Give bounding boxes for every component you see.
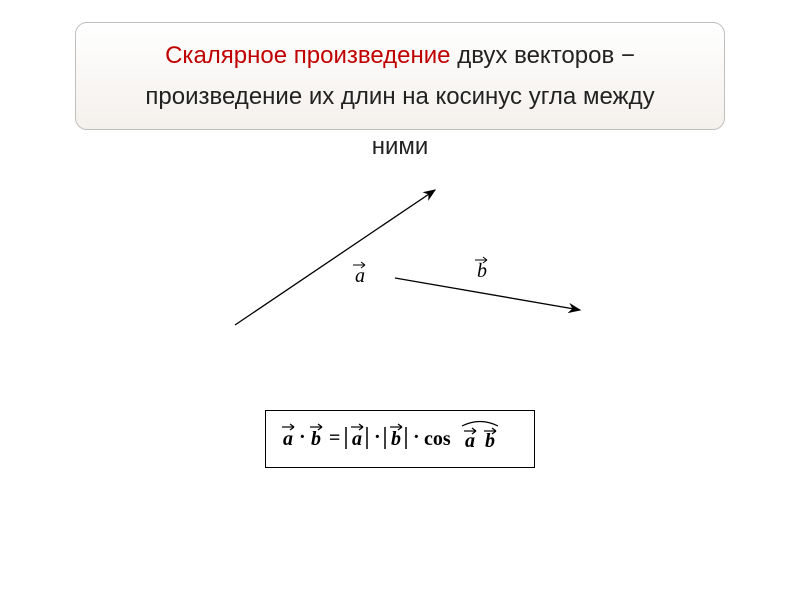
svg-text:b: b	[311, 428, 321, 450]
definition-term: Скалярное произведение	[165, 42, 450, 69]
definition-overflow: ними	[0, 133, 800, 161]
definition-line2: произведение их длин на косинус угла меж…	[94, 78, 706, 115]
svg-text:·: ·	[374, 426, 381, 448]
svg-text:b: b	[485, 430, 495, 452]
vector-a-label: a	[353, 262, 365, 287]
formula-svg: a · b = a · b · cos	[280, 419, 520, 453]
vector-b-label: b	[475, 257, 487, 282]
svg-text:a: a	[355, 265, 365, 287]
definition-rest1: двух векторов −	[451, 42, 635, 69]
svg-text:a: a	[283, 428, 293, 450]
formula-box: a · b = a · b · cos	[265, 410, 535, 468]
svg-text:a: a	[465, 430, 475, 452]
svg-text:=: =	[329, 427, 340, 449]
svg-text:b: b	[477, 260, 487, 282]
vector-a-line	[235, 190, 435, 325]
definition-box: Скалярное произведение двух векторов − п…	[75, 22, 725, 130]
svg-text:cos: cos	[424, 428, 451, 450]
vector-b-line	[395, 278, 580, 310]
definition-line1: Скалярное произведение двух векторов −	[94, 37, 706, 74]
svg-text:·: ·	[299, 426, 306, 448]
svg-text:·: ·	[413, 426, 420, 448]
vectors-diagram: a b	[200, 170, 620, 360]
svg-text:a: a	[352, 428, 362, 450]
svg-text:b: b	[391, 428, 401, 450]
